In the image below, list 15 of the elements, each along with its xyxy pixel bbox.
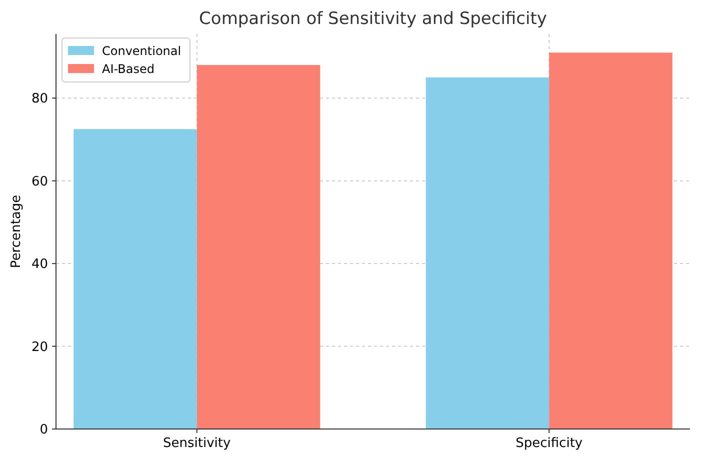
y-tick-label: 40 <box>31 257 48 272</box>
bar <box>74 129 197 429</box>
y-tick-label: 20 <box>31 340 48 355</box>
legend-label: AI-Based <box>102 62 154 76</box>
y-axis-title: Percentage <box>9 194 24 268</box>
x-tick-label: Specificity <box>516 436 583 451</box>
bar <box>549 52 672 429</box>
y-tick-label: 80 <box>31 92 48 107</box>
bar <box>196 65 320 429</box>
x-tick-label: Sensitivity <box>163 436 232 451</box>
bar <box>426 77 550 429</box>
y-tick-label: 60 <box>31 174 48 190</box>
chart-title: Comparison of Sensitivity and Specificity <box>199 9 547 29</box>
y-tick-label: 0 <box>40 422 48 438</box>
legend-label: Conventional <box>102 44 182 58</box>
